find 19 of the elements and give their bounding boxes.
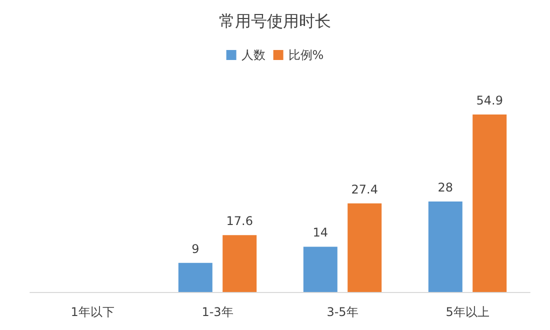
bar — [348, 203, 382, 292]
x-tick-label: 1年以下 — [70, 305, 114, 319]
bar — [428, 201, 462, 292]
x-tick-label: 1-3年 — [202, 305, 234, 319]
data-label: 54.9 — [476, 93, 503, 108]
x-tick-label: 5年以上 — [446, 305, 490, 319]
bar — [303, 246, 338, 292]
data-label: 27.4 — [351, 182, 378, 196]
bar — [472, 114, 507, 292]
data-label: 17.6 — [226, 214, 253, 228]
chart-title: 常用号使用时长 — [219, 12, 331, 30]
data-label: 9 — [192, 242, 200, 256]
legend-label: 比例% — [288, 48, 324, 62]
data-label: 28 — [438, 180, 454, 194]
x-tick-label: 3-5年 — [326, 305, 358, 319]
bar — [222, 235, 257, 292]
legend-label: 人数 — [241, 48, 266, 62]
bar — [178, 262, 212, 292]
data-label: 14 — [312, 226, 328, 240]
